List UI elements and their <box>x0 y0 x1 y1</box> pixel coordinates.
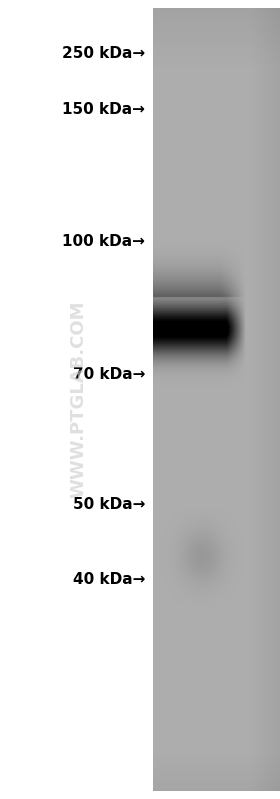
Text: 100 kDa→: 100 kDa→ <box>62 234 145 248</box>
Text: 250 kDa→: 250 kDa→ <box>62 46 145 61</box>
Text: 50 kDa→: 50 kDa→ <box>73 497 145 512</box>
Text: 150 kDa→: 150 kDa→ <box>62 102 145 117</box>
Text: 70 kDa→: 70 kDa→ <box>73 367 145 382</box>
Text: 40 kDa→: 40 kDa→ <box>73 572 145 587</box>
Text: WWW.PTGLAB.COM: WWW.PTGLAB.COM <box>69 300 87 499</box>
